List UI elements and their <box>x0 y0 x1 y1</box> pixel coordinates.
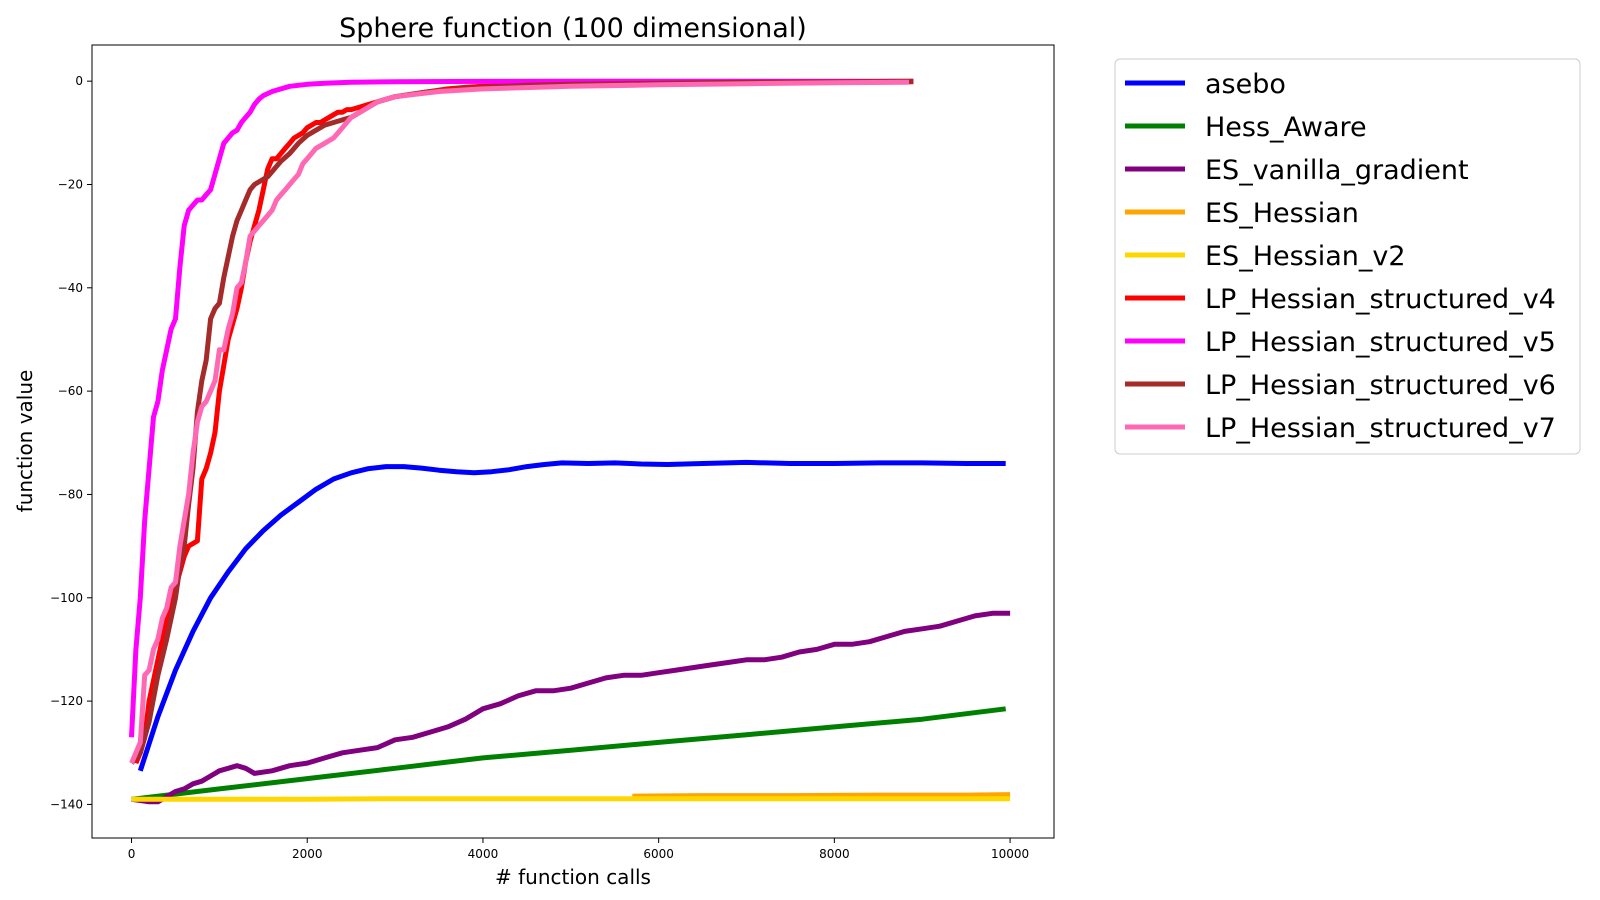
series-line-es-hessian-v2 <box>131 796 1011 802</box>
series-line-es-hessian <box>632 792 1011 799</box>
legend-label-lp-hessian-structured-v4: LP_Hessian_structured_v4 <box>1205 284 1556 315</box>
legend-label-asebo: asebo <box>1205 69 1286 100</box>
x-tick-label: 2000 <box>292 847 323 861</box>
x-tick-label: 8000 <box>819 847 850 861</box>
x-tick-label: 4000 <box>468 847 499 861</box>
legend-label-es-hessian: ES_Hessian <box>1205 198 1359 229</box>
legend-label-lp-hessian-structured-v7: LP_Hessian_structured_v7 <box>1205 413 1556 444</box>
legend-label-es-hessian-v2: ES_Hessian_v2 <box>1205 241 1406 272</box>
series-line-hess-aware <box>131 706 1007 802</box>
legend-label-hess-aware: Hess_Aware <box>1205 112 1367 143</box>
plot-frame <box>91 44 1055 839</box>
x-tick-label: 6000 <box>643 847 674 861</box>
legend-label-lp-hessian-structured-v6: LP_Hessian_structured_v6 <box>1205 370 1556 401</box>
y-tick-label: −100 <box>50 591 83 605</box>
series-line-lp-hessian-structured-v5 <box>129 78 914 738</box>
y-tick-label: −40 <box>58 281 83 295</box>
y-tick-label: −80 <box>58 487 83 501</box>
x-tick-label: 10000 <box>991 847 1029 861</box>
x-tick-label: 0 <box>128 847 136 861</box>
y-tick-label: −140 <box>50 797 83 811</box>
series-line-es-vanilla-gradient <box>131 610 1011 805</box>
y-axis: 0 −20 −40 −60 −80 −100 −120 −140 <box>50 74 92 811</box>
y-tick-label: 0 <box>75 74 83 88</box>
x-axis-label: # function calls <box>495 865 651 889</box>
legend-label-es-vanilla-gradient: ES_vanilla_gradient <box>1205 155 1469 186</box>
series-line-lp-hessian-structured-v7 <box>129 79 910 765</box>
y-tick-label: −20 <box>58 177 83 191</box>
y-axis-label: function value <box>13 370 37 513</box>
y-tick-label: −120 <box>50 694 83 708</box>
plot-series-group <box>129 78 1011 805</box>
series-line-asebo <box>137 459 1006 772</box>
x-axis: 0 2000 4000 6000 8000 10000 <box>128 838 1029 861</box>
y-tick-label: −60 <box>58 384 83 398</box>
legend: asebo Hess_Aware ES_vanilla_gradient ES_Hes… <box>1114 58 1581 455</box>
legend-box <box>1114 58 1581 455</box>
legend-label-lp-hessian-structured-v5: LP_Hessian_structured_v5 <box>1205 327 1556 358</box>
chart-title: Sphere function (100 dimensional) <box>339 13 807 44</box>
legend-entries: asebo Hess_Aware ES_vanilla_gradient ES_Hes… <box>1125 69 1556 444</box>
